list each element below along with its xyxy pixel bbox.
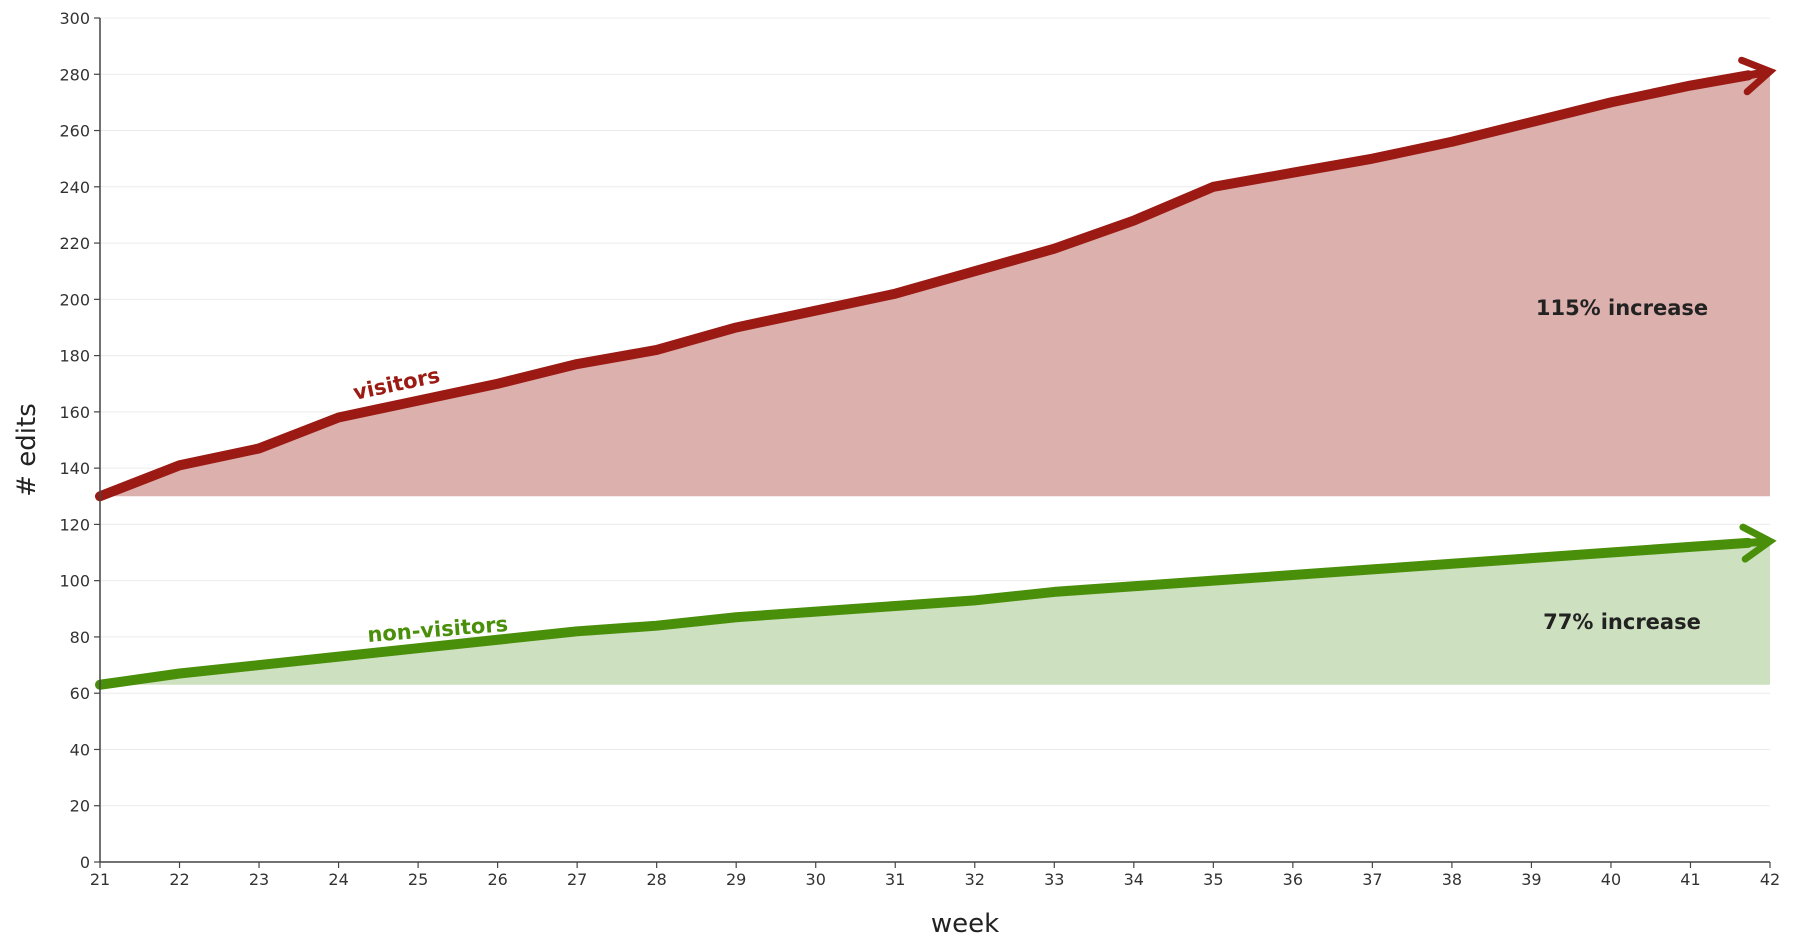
y-tick-label: 280 [59,65,90,84]
x-tick-label: 27 [567,870,587,889]
y-tick-label: 220 [59,234,90,253]
y-tick-label: 200 [59,290,90,309]
x-tick-label: 24 [328,870,348,889]
y-tick-label: 180 [59,347,90,366]
x-tick-label: 28 [646,870,666,889]
y-tick-label: 80 [70,628,90,647]
y-tick-label: 100 [59,572,90,591]
x-tick-label: 34 [1124,870,1144,889]
line-visitors [95,70,1754,502]
y-tick-label: 40 [70,740,90,759]
x-tick-label: 26 [487,870,507,889]
x-tick-label: 33 [1044,870,1064,889]
y-tick-label: 60 [70,684,90,703]
y-tick-label: 240 [59,178,90,197]
x-tick-label: 36 [1283,870,1303,889]
x-tick-label: 25 [408,870,428,889]
x-tick-label: 23 [249,870,269,889]
x-tick-label: 22 [169,870,189,889]
y-tick-label: 160 [59,403,90,422]
y-tick-label: 0 [80,853,90,872]
x-tick-label: 39 [1521,870,1541,889]
x-tick-label: 29 [726,870,746,889]
x-tick-label: 32 [965,870,985,889]
area-non-visitors [100,541,1770,685]
x-tick-label: 41 [1680,870,1700,889]
x-tick-label: 40 [1601,870,1621,889]
x-tick-label: 38 [1442,870,1462,889]
x-tick-label: 30 [806,870,826,889]
y-tick-label: 20 [70,797,90,816]
x-tick-label: 31 [885,870,905,889]
axes [99,18,1770,863]
annotation-visitors-increase: 115% increase [1536,296,1708,320]
y-tick-label: 140 [59,459,90,478]
y-axis-title: # edits [12,403,42,497]
x-tick-label: 35 [1203,870,1223,889]
annotation-non-visitors-increase: 77% increase [1543,610,1701,634]
series-areas [100,71,1770,685]
y-tick-label: 120 [59,515,90,534]
y-tick-label: 260 [59,122,90,141]
x-axis-title: week [931,909,999,939]
arrow-shaft-visitors [1744,68,1771,80]
arrow-shaft-non-visitors [1744,537,1771,547]
x-tick-labels: 21 22 23 24 25 26 27 28 29 30 31 32 33 34 35 36 37 38 39 40… [90,870,1780,889]
line-non-visitors [95,537,1754,690]
x-tick-label: 42 [1760,870,1780,889]
y-tick-labels: 0 20 40 60 80 100 120 140 160 180 200 220 240 260 280 3… [59,9,90,872]
y-tick-label: 300 [59,9,90,28]
x-tick-label: 37 [1362,870,1382,889]
series-lines [95,56,1777,690]
x-tick-label: 21 [90,870,110,889]
